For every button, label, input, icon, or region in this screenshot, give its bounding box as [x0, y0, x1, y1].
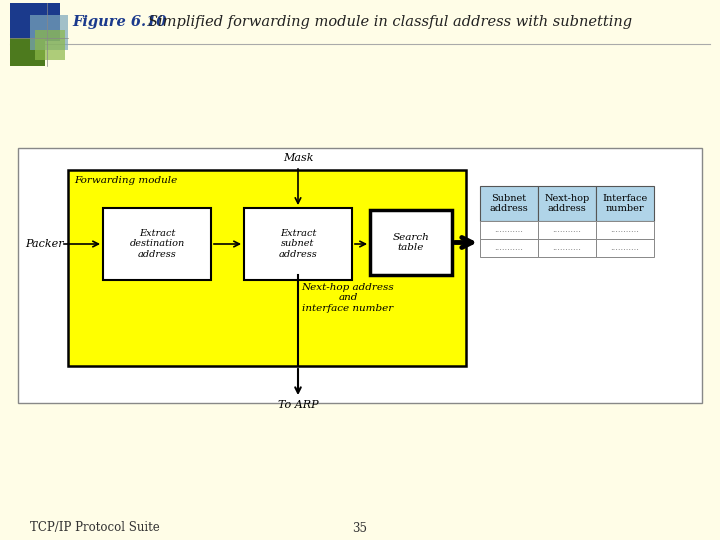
Text: Extract
subnet
address: Extract subnet address — [279, 229, 318, 259]
Bar — [370, 210, 452, 275]
Text: Subnet
address: Subnet address — [490, 194, 528, 213]
Bar — [596, 239, 654, 257]
Bar — [10, 38, 45, 66]
Bar — [244, 208, 352, 280]
Text: ...........: ........... — [495, 226, 523, 234]
Text: ...........: ........... — [552, 226, 582, 234]
Bar — [18, 148, 702, 403]
Text: Next-hop address
and
interface number: Next-hop address and interface number — [302, 283, 395, 313]
Bar — [596, 186, 654, 221]
Text: 35: 35 — [353, 522, 367, 535]
Text: ...........: ........... — [552, 244, 582, 252]
Bar — [538, 186, 596, 221]
Text: Extract
destination
address: Extract destination address — [130, 229, 184, 259]
Text: Simplified forwarding module in classful address with subnetting: Simplified forwarding module in classful… — [148, 15, 632, 29]
Text: ...........: ........... — [611, 226, 639, 234]
Text: Figure 6.10: Figure 6.10 — [72, 15, 166, 29]
Text: To ARP: To ARP — [278, 400, 318, 410]
Bar — [68, 170, 466, 366]
Bar — [596, 221, 654, 239]
Bar — [35, 30, 65, 60]
Bar — [480, 221, 538, 239]
Text: Packer: Packer — [25, 239, 63, 249]
Text: ...........: ........... — [495, 244, 523, 252]
Bar — [480, 239, 538, 257]
Text: Forwarding module: Forwarding module — [74, 176, 177, 185]
Bar — [103, 208, 211, 280]
Bar — [538, 221, 596, 239]
Text: TCP/IP Protocol Suite: TCP/IP Protocol Suite — [30, 522, 160, 535]
Text: Mask: Mask — [283, 153, 313, 163]
Bar — [10, 3, 60, 41]
Text: Interface
number: Interface number — [603, 194, 647, 213]
Bar — [480, 186, 538, 221]
Bar — [538, 239, 596, 257]
Text: Next-hop
address: Next-hop address — [544, 194, 590, 213]
Bar — [30, 15, 68, 50]
Text: ...........: ........... — [611, 244, 639, 252]
Text: Search
table: Search table — [392, 233, 429, 252]
